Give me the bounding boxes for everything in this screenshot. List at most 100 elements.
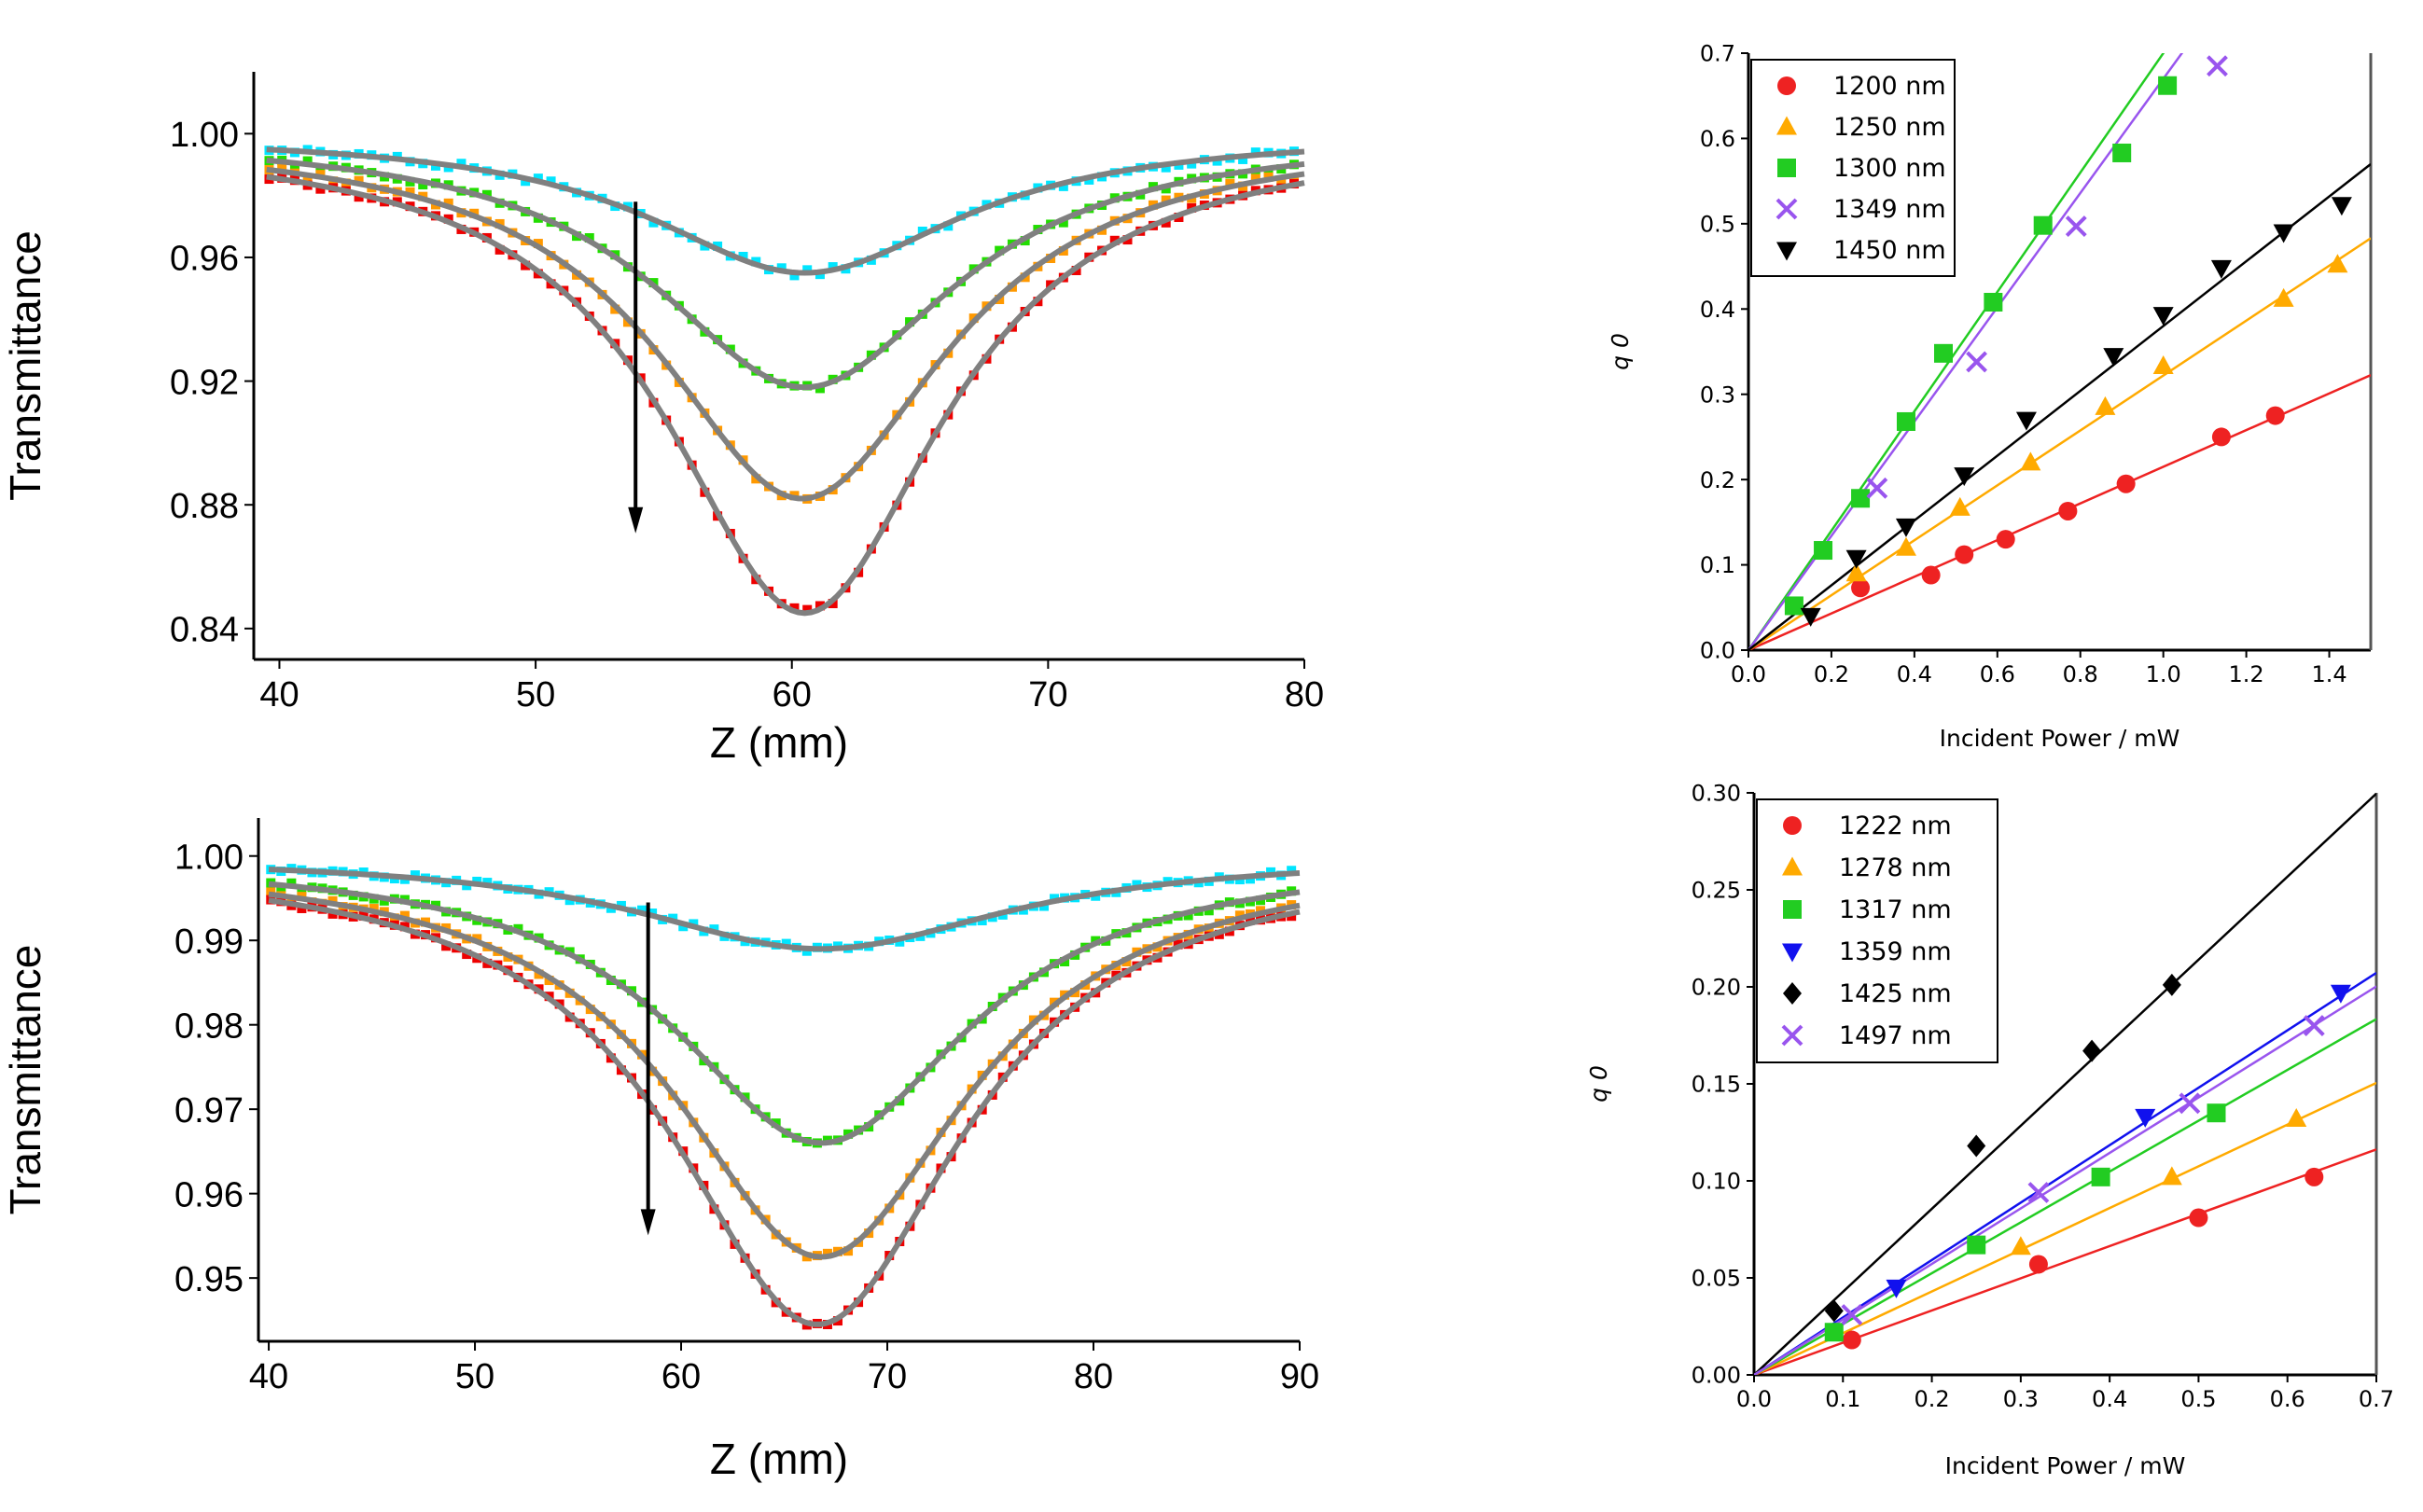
x-tick-label: 80	[1074, 1357, 1113, 1396]
legend-label: 1222 nm	[1839, 811, 1952, 840]
data-point	[2058, 501, 2078, 520]
q0-top-panel: 0.0 0.2 0.4 0.6 0.8 1.0 1.2 1.4 0.0 0.1 0.2 0.3 0.4 0…	[1607, 41, 2373, 752]
fit-line-1425-nm	[1754, 793, 2376, 1375]
data-point	[2027, 1182, 2050, 1203]
data-point	[1895, 518, 1916, 537]
y-tick-label: 0.97	[174, 1091, 244, 1131]
data-point	[2162, 973, 2181, 996]
data-point	[1824, 1323, 1844, 1342]
data-point	[1161, 195, 1171, 205]
data-point	[2161, 1166, 2182, 1186]
zscan-bottom-panel: 40 50 60 70 80 90 0.95 0.96 0.97 0.98 0.99 1.00 Z (m…	[1, 818, 1319, 1483]
legend-label: 1317 nm	[1839, 895, 1952, 924]
legend-marker	[1777, 159, 1796, 177]
data-point	[1824, 1299, 1844, 1323]
data-point	[1851, 489, 1871, 508]
data-series-1497-nm	[1841, 1015, 2325, 1325]
data-point	[1263, 167, 1274, 177]
data-point	[2207, 1103, 2226, 1123]
y-tick-label: 0.7	[1700, 41, 1735, 67]
x-tick-label: 0.0	[1731, 661, 1766, 687]
data-point	[1800, 607, 1821, 627]
x-tick-label: 0.2	[1814, 661, 1849, 687]
data-series-1300-nm	[1784, 76, 2178, 616]
y-tick-label: 0.6	[1700, 126, 1735, 152]
data-point	[1058, 217, 1068, 228]
data-point	[1287, 866, 1297, 876]
y-tick-label: 0.10	[1692, 1169, 1741, 1195]
legend-marker	[1783, 982, 1802, 1005]
y-tick-label: 0.20	[1692, 975, 1741, 1001]
x-tick-label: 70	[868, 1357, 907, 1396]
legend-label: 1425 nm	[1839, 979, 1952, 1008]
data-point	[789, 270, 800, 281]
fit-curve-cyan	[268, 867, 1301, 952]
data-point	[2189, 1208, 2208, 1228]
data-point	[2103, 348, 2124, 368]
legend-label: 1359 nm	[1839, 937, 1952, 966]
y-tick-label: 0.25	[1692, 878, 1741, 904]
x-tick-label: 0.5	[2180, 1386, 2216, 1412]
data-point	[418, 180, 428, 190]
y-tick-label: 0.05	[1692, 1266, 1741, 1292]
data-series-1278-nm	[2010, 1107, 2307, 1255]
data-point	[917, 226, 927, 236]
data-point	[2116, 474, 2136, 493]
data-point	[2211, 427, 2231, 447]
y-tick-label: 0.5	[1700, 211, 1735, 237]
legend-label: 1300 nm	[1833, 154, 1946, 183]
data-point	[2065, 215, 2087, 238]
y-tick-label: 0.99	[174, 922, 244, 962]
data-point	[2010, 1236, 2031, 1255]
fit-line-1278-nm	[1754, 1081, 2376, 1375]
data-series-1359-nm	[1886, 984, 2351, 1298]
y-tick-label: 0.0	[1700, 638, 1735, 664]
fit-curve-red	[268, 897, 1301, 1327]
data-point	[2152, 355, 2174, 375]
legend-marker	[1776, 116, 1797, 135]
legend-marker	[1781, 1024, 1803, 1047]
data-point	[2327, 254, 2348, 273]
data-point	[2135, 1108, 2156, 1128]
data-point	[781, 938, 791, 949]
data-series-1200-nm	[1851, 406, 2285, 598]
x-tick-label: 70	[1028, 675, 1067, 714]
x-axis-label: Z (mm)	[710, 718, 848, 767]
fit-curve-cyan	[266, 146, 1305, 276]
data-point	[789, 603, 800, 613]
x-axis-label: Incident Power / mW	[1945, 1452, 2186, 1479]
legend-label: 1450 nm	[1833, 236, 1946, 265]
data-point	[895, 936, 905, 947]
legend-marker	[1777, 76, 1796, 95]
data-series-1222-nm	[1842, 1167, 2324, 1350]
data-point	[1038, 901, 1049, 911]
data-point	[2303, 1015, 2325, 1037]
data-point	[1276, 175, 1287, 186]
legend-box	[1756, 798, 1998, 1063]
x-tick-label: 1.4	[2311, 661, 2346, 687]
legend-marker	[1783, 816, 1802, 835]
data-point	[828, 262, 838, 272]
data-point	[2091, 1167, 2110, 1186]
data-point	[822, 1248, 832, 1258]
x-tick-label: 0.6	[1980, 661, 2015, 687]
y-tick-label: 0.15	[1692, 1072, 1741, 1098]
y-tick-label: 0.98	[174, 1006, 244, 1046]
legend: 1200 nm 1250 nm 1300 nm 1349 nm 1450 nm	[1750, 59, 1956, 277]
data-point	[1234, 910, 1245, 921]
data-point	[399, 910, 410, 921]
data-point	[2331, 197, 2352, 216]
data-point	[302, 173, 313, 183]
data-point	[1266, 867, 1276, 877]
y-tick-label: 0.92	[170, 363, 239, 402]
fit-curve-orange	[268, 891, 1301, 1260]
data-series-1450-nm	[1800, 197, 2352, 627]
data-point	[1842, 1330, 1861, 1350]
y-tick-label: 0.88	[170, 487, 239, 526]
data-point	[1058, 181, 1068, 191]
data-point	[2152, 307, 2174, 326]
data-point	[2265, 406, 2285, 425]
x-tick-label: 50	[516, 675, 555, 714]
y-tick-label: 0.00	[1692, 1363, 1741, 1389]
data-point	[2158, 76, 2178, 95]
